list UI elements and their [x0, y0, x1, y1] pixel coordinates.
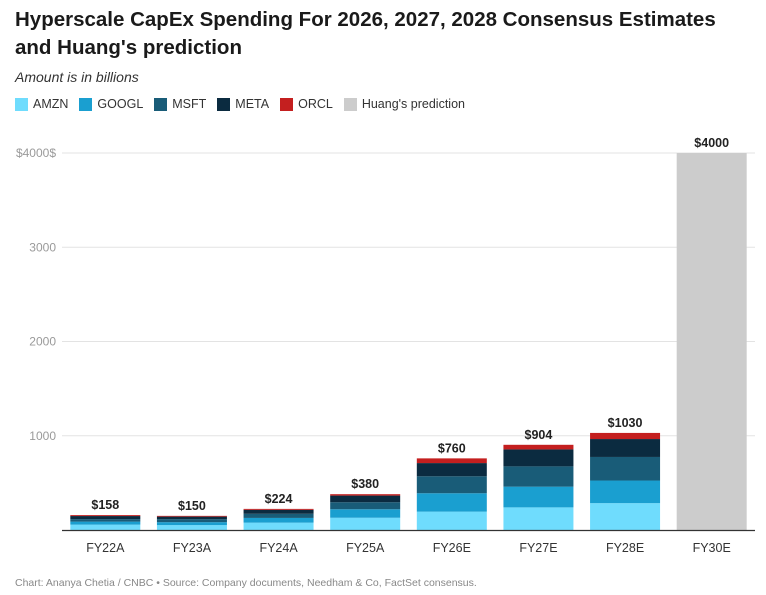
bar-segment-orcl-fy27e [503, 444, 574, 450]
bar-total-label: $158 [91, 498, 119, 512]
legend-item-msft: MSFT [154, 97, 206, 111]
bar-segment-meta-fy28e [590, 439, 661, 457]
legend-swatch [217, 97, 231, 111]
bar-segment-meta-fy22a [70, 516, 141, 520]
bar-segment-orcl-fy28e [590, 432, 661, 440]
bar-segment-meta-fy25a [330, 495, 401, 503]
bar-segment-msft-fy28e [590, 456, 661, 481]
x-tick-label: FY30E [693, 541, 731, 555]
bar-total-label: $150 [178, 499, 206, 513]
legend-label: MSFT [172, 97, 207, 111]
legend-label: ORCL [298, 97, 333, 111]
bar-segment-amzn-fy27e [503, 507, 574, 530]
bar-segment-googl-fy27e [503, 486, 574, 508]
x-tick-label: FY25A [346, 541, 385, 555]
bar-segment-msft-fy27e [503, 466, 574, 487]
y-tick-label: 3000 [29, 240, 56, 254]
legend: AMZN GOOGL MSFT META ORCL Huang's prediction [15, 97, 476, 111]
bar-segment-huang-s-prediction-fy30e [676, 153, 747, 530]
bar-total-label: $224 [265, 492, 293, 506]
legend-swatch [15, 97, 28, 111]
chart-title: Hyperscale CapEx Spending For 2026, 2027… [15, 8, 716, 59]
bar-total-label: $760 [438, 441, 466, 455]
bar-segment-meta-fy27e [503, 449, 574, 467]
legend-label: GOOGL [97, 97, 144, 111]
chart-footer: Chart: Ananya Chetia / CNBC • Source: Co… [15, 577, 477, 589]
bar-segment-orcl-fy26e [416, 458, 487, 464]
bar-segment-amzn-fy26e [416, 511, 487, 530]
legend-swatch [79, 97, 93, 111]
bar-segment-meta-fy26e [416, 463, 487, 477]
legend-label: AMZN [33, 97, 69, 111]
bar-segment-meta-fy23a [156, 516, 227, 520]
legend-swatch [343, 97, 357, 111]
bar-segment-googl-fy22a [70, 521, 141, 525]
bar-segment-amzn-fy25a [330, 517, 401, 530]
legend-item-huang-s-prediction: Huang's prediction [343, 97, 465, 111]
bar-total-label: $380 [351, 477, 379, 491]
bar-segment-amzn-fy24a [243, 522, 314, 530]
bar-segment-amzn-fy22a [70, 524, 141, 530]
bar-segment-amzn-fy23a [156, 525, 227, 530]
bar-total-label: $4000 [694, 136, 729, 150]
bar-segment-googl-fy26e [416, 493, 487, 512]
legend-item-orcl: ORCL [280, 97, 333, 111]
bar-segment-msft-fy22a [70, 519, 141, 522]
legend-swatch [154, 97, 168, 111]
bar-segment-orcl-fy23a [156, 515, 227, 517]
legend-label: Huang's prediction [361, 97, 465, 111]
bar-segment-googl-fy24a [243, 517, 314, 523]
stacked-bar-chart: 1000 2000 3000 $4000$ $158 FY22A $150 FY23A $224… [16, 136, 755, 555]
legend-item-googl: GOOGL [79, 97, 143, 111]
x-tick-label: FY26E [433, 541, 471, 555]
bar-segment-orcl-fy25a [330, 494, 401, 496]
x-tick-label: FY23A [173, 541, 212, 555]
bar-segment-msft-fy23a [156, 519, 227, 523]
y-tick-label: 2000 [29, 335, 56, 349]
legend-label: META [235, 97, 270, 111]
bar-segment-orcl-fy22a [70, 515, 141, 517]
bar-total-label: $1030 [608, 416, 643, 430]
legend-swatch [280, 97, 294, 111]
x-tick-label: FY22A [86, 541, 125, 555]
x-tick-label: FY27E [519, 541, 557, 555]
bar-segment-orcl-fy24a [243, 508, 314, 510]
bar-segment-googl-fy23a [156, 522, 227, 526]
bar-segment-msft-fy26e [416, 476, 487, 494]
chart-subtitle: Amount is in billions [15, 69, 139, 85]
bar-segment-meta-fy24a [243, 509, 314, 514]
bar-segment-msft-fy24a [243, 513, 314, 518]
x-tick-label: FY24A [259, 541, 298, 555]
y-tick-label: 1000 [29, 429, 56, 443]
bar-total-label: $904 [525, 428, 553, 442]
bar-segment-googl-fy28e [590, 480, 661, 504]
bar-segment-googl-fy25a [330, 509, 401, 518]
bar-segment-amzn-fy28e [590, 503, 661, 530]
legend-item-meta: META [217, 97, 269, 111]
x-tick-label: FY28E [606, 541, 644, 555]
bar-segment-msft-fy25a [330, 502, 401, 510]
legend-item-amzn: AMZN [15, 97, 68, 111]
y-tick-label: $4000$ [16, 146, 56, 160]
